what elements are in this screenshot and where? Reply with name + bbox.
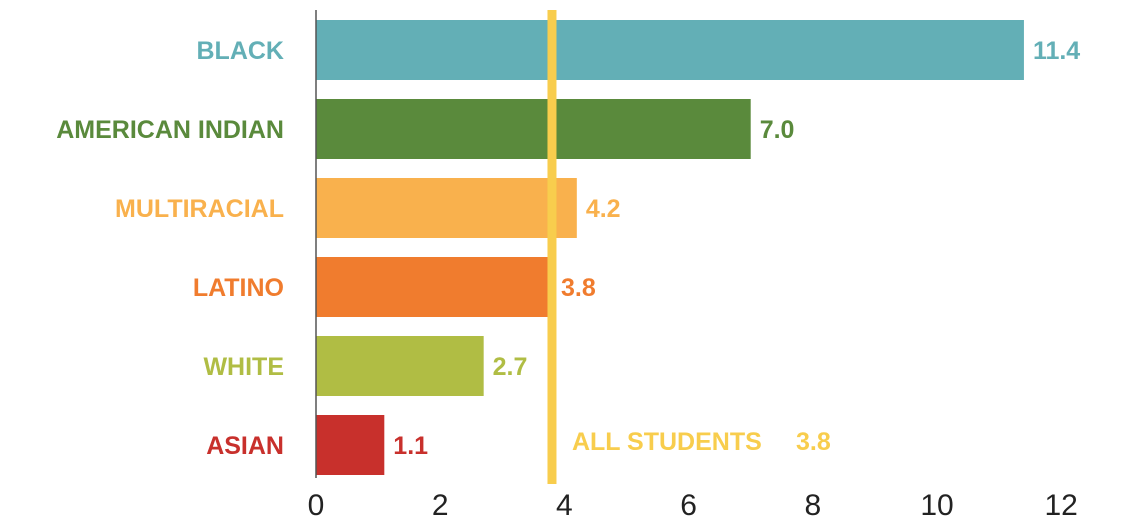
x-tick-label: 4 [556, 489, 573, 522]
category-label: MULTIRACIAL [115, 195, 284, 223]
value-label: 7.0 [760, 116, 795, 144]
category-label: AMERICAN INDIAN [56, 116, 284, 144]
x-tick-label: 10 [920, 489, 953, 522]
x-tick-label: 12 [1045, 489, 1078, 522]
bar-black [316, 20, 1024, 80]
category-label: LATINO [193, 274, 284, 302]
x-tick-label: 8 [804, 489, 821, 522]
reference-line-label: ALL STUDENTS [572, 428, 762, 456]
category-label: WHITE [203, 353, 284, 381]
reference-line-value: 3.8 [796, 428, 831, 456]
value-label: 1.1 [393, 432, 428, 460]
category-label: BLACK [197, 37, 285, 65]
value-label: 2.7 [493, 353, 528, 381]
bar-white [316, 336, 484, 396]
value-label: 3.8 [561, 274, 596, 302]
bar-latino [316, 257, 552, 317]
x-tick-label: 2 [432, 489, 449, 522]
value-label: 11.4 [1033, 37, 1080, 65]
x-tick-label: 0 [308, 489, 325, 522]
bar-multiracial [316, 178, 577, 238]
bar-asian [316, 415, 385, 475]
category-label: ASIAN [206, 432, 284, 460]
bar-american-indian [316, 99, 751, 159]
x-tick-label: 6 [680, 489, 697, 522]
value-label: 4.2 [586, 195, 621, 223]
